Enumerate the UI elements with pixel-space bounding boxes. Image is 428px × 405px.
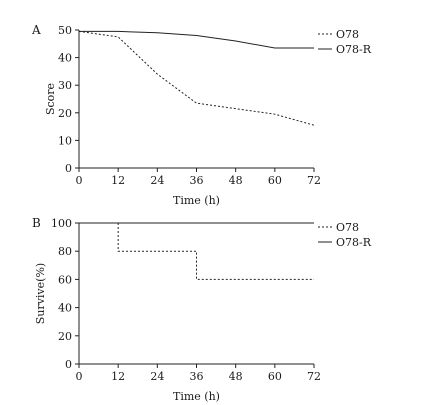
series-line-o78 [78, 30, 315, 126]
x-tick-label: 48 [229, 174, 243, 187]
x-tick-label: 24 [150, 370, 164, 383]
legend-label: O78 [336, 28, 359, 41]
series-line-o78-r [79, 30, 314, 49]
panel-label: B [32, 216, 41, 230]
x-tick-label: 0 [76, 370, 83, 383]
x-tick-label: 72 [307, 370, 321, 383]
y-tick-label: 30 [58, 79, 72, 92]
y-tick-label: 0 [65, 162, 72, 175]
y-axis-label: Survive(%) [34, 263, 47, 324]
x-tick-label: 60 [268, 174, 282, 187]
x-tick-label: 0 [76, 174, 83, 187]
legend-label: O78-R [336, 236, 372, 249]
panel-a: A 0 12 24 36 48 60 72 0 10 20 30 40 50 Time (h) Score O7… [31, 23, 372, 207]
panel-label: A [31, 23, 41, 37]
x-tick-label: 36 [190, 174, 204, 187]
x-tick-label: 36 [190, 370, 204, 383]
x-axis-label: Time (h) [173, 390, 220, 403]
x-tick-label: 12 [111, 174, 125, 187]
y-tick-label: 50 [58, 24, 72, 37]
y-tick-label: 20 [58, 107, 72, 120]
y-tick-label: 60 [58, 273, 72, 286]
legend-label: O78-R [336, 43, 372, 56]
y-axis-label: Score [44, 83, 57, 115]
y-tick-label: 100 [51, 217, 72, 230]
series-line-o78 [117, 223, 314, 280]
y-tick-label: 40 [58, 52, 72, 65]
x-tick-label: 72 [307, 174, 321, 187]
y-tick-label: 0 [65, 358, 72, 371]
legend-label: O78 [336, 221, 359, 234]
x-tick-label: 24 [150, 174, 164, 187]
panel-b: B 0 12 24 36 48 60 72 0 20 40 60 80 100 Time (h) Surviv… [32, 216, 372, 403]
y-tick-label: 20 [58, 330, 72, 343]
x-tick-label: 48 [229, 370, 243, 383]
y-tick-label: 10 [58, 134, 72, 147]
x-tick-label: 60 [268, 370, 282, 383]
x-axis-label: Time (h) [173, 194, 220, 207]
y-tick-label: 40 [58, 302, 72, 315]
x-tick-label: 12 [111, 370, 125, 383]
y-tick-label: 80 [58, 245, 72, 258]
